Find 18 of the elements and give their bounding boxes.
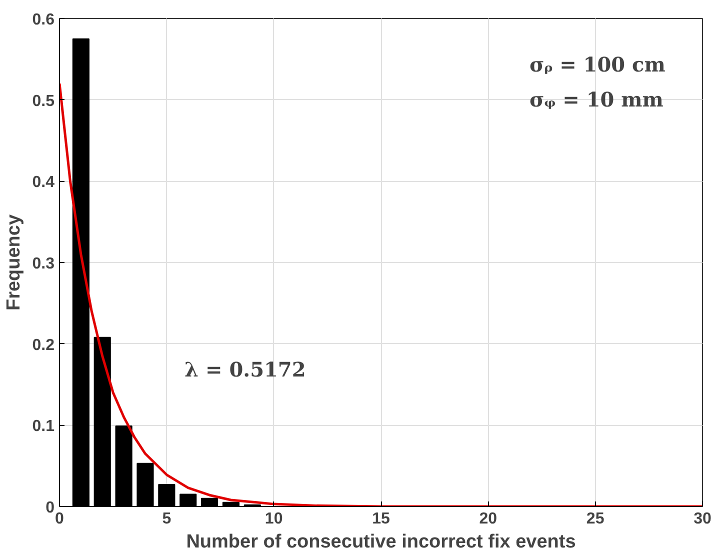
annotation: σᵩ = 10 mm bbox=[530, 88, 664, 112]
x-tick-label: 10 bbox=[264, 510, 283, 528]
x-tick-label: 15 bbox=[372, 510, 390, 528]
y-tick-label: 0 bbox=[46, 500, 55, 516]
y-tick-label: 0.4 bbox=[32, 174, 55, 192]
annotation: λ = 0.5172 bbox=[184, 358, 306, 382]
x-tick-label: 5 bbox=[162, 510, 172, 528]
y-axis-title: Frequency bbox=[3, 214, 24, 311]
x-tick-label: 20 bbox=[479, 510, 498, 528]
y-tick-label: 0.5 bbox=[32, 92, 55, 110]
annotation: σᵨ = 100 cm bbox=[530, 52, 666, 76]
x-tick-label: 30 bbox=[694, 510, 712, 528]
y-tick-label: 0.3 bbox=[32, 256, 55, 272]
y-tick-label: 0.1 bbox=[32, 418, 55, 436]
y-tick-label: 0.2 bbox=[32, 336, 55, 354]
y-tick-label: 0.6 bbox=[32, 12, 55, 28]
x-axis-title: Number of consecutive incorrect fix events bbox=[186, 532, 576, 552]
x-tick-label: 25 bbox=[586, 510, 604, 528]
